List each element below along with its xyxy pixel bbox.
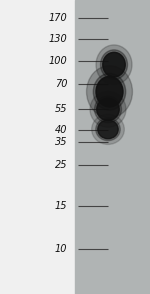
Ellipse shape <box>92 114 124 144</box>
Ellipse shape <box>96 76 123 107</box>
Text: 10: 10 <box>55 244 68 254</box>
Text: 40: 40 <box>55 125 68 135</box>
Ellipse shape <box>96 118 120 141</box>
Text: 130: 130 <box>49 34 68 44</box>
Text: 170: 170 <box>49 13 68 23</box>
Ellipse shape <box>97 98 119 121</box>
Text: 55: 55 <box>55 104 68 114</box>
Text: 15: 15 <box>55 201 68 211</box>
Text: 100: 100 <box>49 56 68 66</box>
Text: 70: 70 <box>55 79 68 89</box>
Text: 25: 25 <box>55 160 68 170</box>
Ellipse shape <box>93 74 126 110</box>
Bar <box>75 0 150 294</box>
Ellipse shape <box>87 66 132 118</box>
Ellipse shape <box>96 45 132 84</box>
Ellipse shape <box>98 120 118 139</box>
Ellipse shape <box>103 52 125 77</box>
Ellipse shape <box>90 91 126 127</box>
Bar <box>0 0 75 294</box>
Ellipse shape <box>100 50 127 79</box>
Text: 35: 35 <box>55 137 68 147</box>
Ellipse shape <box>94 96 122 123</box>
